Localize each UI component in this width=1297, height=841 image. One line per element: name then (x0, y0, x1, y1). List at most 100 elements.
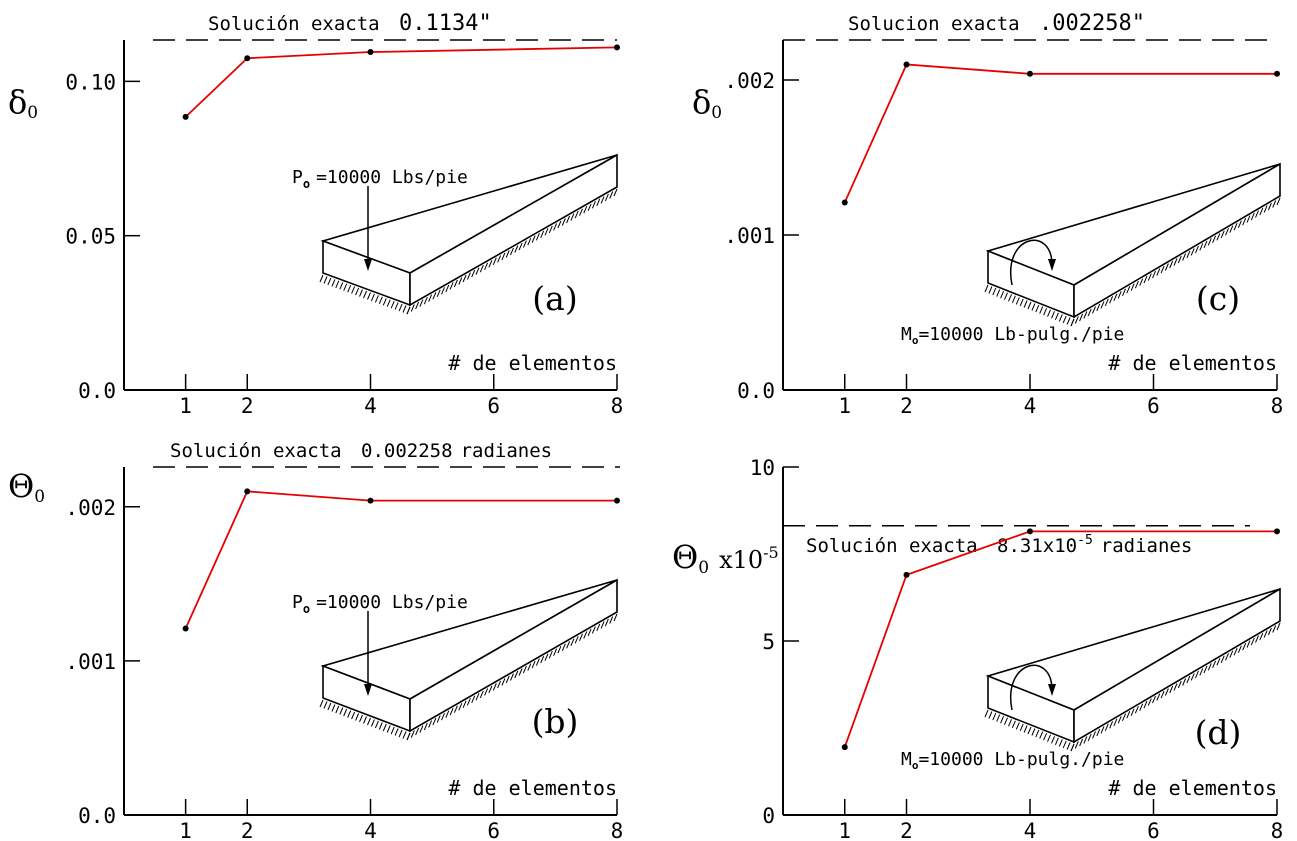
moment-arrow-head (1048, 259, 1056, 271)
series-line (184, 490, 617, 629)
y-tick-label: 0.10 (65, 70, 116, 94)
x-tick-label: 8 (611, 819, 624, 841)
load-value: =10000 Lbs/pie (316, 592, 468, 613)
x-tick-label: 6 (1147, 819, 1160, 841)
load-subscript: o (912, 334, 919, 347)
x-tick-label: 6 (487, 394, 500, 418)
load-arrow-head (364, 259, 372, 271)
panel-label: (b) (532, 702, 579, 741)
plate-side-face (1073, 162, 1281, 319)
load-arrow-head (364, 684, 372, 696)
x-tick-label: 2 (900, 819, 913, 841)
y-tick-label: 10 (750, 456, 775, 480)
x-tick-label: 1 (179, 394, 192, 418)
moment-arrow (1009, 239, 1053, 286)
support-hatching (319, 699, 411, 741)
support-hatching (1070, 622, 1281, 752)
x-axis-label: # de elementos (1108, 776, 1277, 800)
plate-diagram: Mo=10000 Lb-pulg./pie (901, 162, 1281, 347)
data-point (244, 488, 251, 495)
support-hatching (319, 274, 411, 315)
support-hatching (984, 709, 1075, 752)
exact-solution-value: 0.002258 (361, 440, 453, 462)
load-subscript: o (912, 759, 919, 772)
data-point (841, 744, 848, 751)
x-tick-label: 8 (1271, 819, 1284, 841)
y-axis-label: Θ0 x10-5 (672, 538, 779, 578)
x-tick-label: 8 (1271, 394, 1284, 418)
x-tick-label: 8 (611, 394, 624, 418)
panel-label: (c) (1196, 279, 1240, 318)
support-hatching (984, 284, 1075, 327)
exact-solution-value: .002258" (1039, 11, 1145, 36)
load-symbol: P (292, 167, 303, 188)
exact-solution-text: Solucion exacta .002258" (848, 11, 1145, 36)
load-label: Po =10000 Lbs/pie (292, 592, 468, 616)
x-tick-label: 4 (364, 819, 377, 841)
series-line (843, 63, 1277, 203)
x-tick-label: 6 (487, 819, 500, 841)
x-tick-label: 1 (838, 819, 851, 841)
y-tick-label: 0.0 (737, 379, 775, 403)
y-axis-subscript: 0 (698, 558, 709, 578)
exact-solution-label: Solución exacta (170, 440, 342, 462)
x-axis-label: # de elementos (448, 776, 617, 800)
y-axis-label: Θ0 (8, 467, 45, 507)
load-label: Mo=10000 Lb-pulg./pie (901, 324, 1124, 347)
y-tick-label: .002 (65, 496, 116, 520)
x-axis-label: # de elementos (448, 351, 617, 375)
load-value: =10000 Lbs/pie (316, 167, 468, 188)
plate-diagram: Mo=10000 Lb-pulg./pie (901, 587, 1281, 772)
exact-solution-text: Solución exacta 0.002258 radianes (170, 440, 552, 462)
panel-label: (d) (1195, 713, 1242, 752)
plate-side-face (409, 153, 618, 307)
x-axis-label: # de elementos (1108, 351, 1277, 375)
panel-a: 0.0 0.05 0.10 1 2 4 6 8 # de elementos δ0 Solución… (8, 11, 623, 418)
plate-side-face (1073, 587, 1281, 744)
exact-text-backing (844, 11, 1150, 36)
panel-c: 0.0 .001 .002 1 2 4 6 8 # de elementos δ0 Solucion… (692, 11, 1283, 418)
load-value: =10000 Lb-pulg./pie (918, 324, 1124, 345)
data-point (1274, 528, 1280, 535)
load-value: =10000 Lb-pulg./pie (918, 749, 1124, 770)
x-tick-label: 4 (1024, 819, 1037, 841)
panel-b: 0.0 .001 .002 1 2 4 6 8 # de elementos Θ0 Solución… (8, 440, 623, 841)
data-point (614, 44, 620, 51)
exact-solution-label: Solucion exacta (848, 13, 1020, 35)
series-line (843, 530, 1277, 748)
y-axis-label: δ0 (8, 83, 38, 123)
exact-solution-unit: radianes (461, 440, 553, 462)
y-axis-label: δ0 (692, 83, 722, 123)
x-tick-label: 2 (241, 394, 254, 418)
y-tick-label: .002 (724, 69, 775, 93)
x-tick-label: 4 (1024, 394, 1037, 418)
load-subscript: o (303, 177, 310, 191)
data-point (367, 49, 374, 56)
y-axis-symbol: Θ (8, 467, 34, 505)
data-point (367, 497, 374, 504)
y-tick-label: 0.0 (78, 804, 116, 828)
exact-text-backing (166, 440, 557, 462)
load-symbol: P (292, 592, 303, 613)
data-point (903, 571, 910, 578)
y-axis-subscript: 0 (27, 103, 38, 123)
moment-arrow (1009, 664, 1053, 711)
y-tick-label: .001 (724, 224, 775, 248)
data-point (1027, 528, 1033, 535)
x-tick-label: 1 (838, 394, 851, 418)
y-axis-subscript: 0 (34, 487, 45, 507)
load-symbol: M (901, 324, 912, 345)
exact-solution-label: Solución exacta (208, 13, 380, 35)
panel-label: (a) (532, 279, 577, 318)
plate-diagram: Po =10000 Lbs/pie (292, 578, 618, 741)
exact-solution-value: 8.31x10 (997, 535, 1077, 557)
plate-side-face (409, 578, 618, 733)
moment-arrow-head (1048, 684, 1056, 696)
y-axis-exponent: -5 (763, 543, 779, 562)
exact-solution-exponent: -5 (1077, 533, 1093, 548)
exact-solution-unit: radianes (1101, 535, 1193, 557)
x-tick-label: 1 (179, 819, 192, 841)
data-point (614, 497, 620, 504)
x-tick-label: 2 (900, 394, 913, 418)
